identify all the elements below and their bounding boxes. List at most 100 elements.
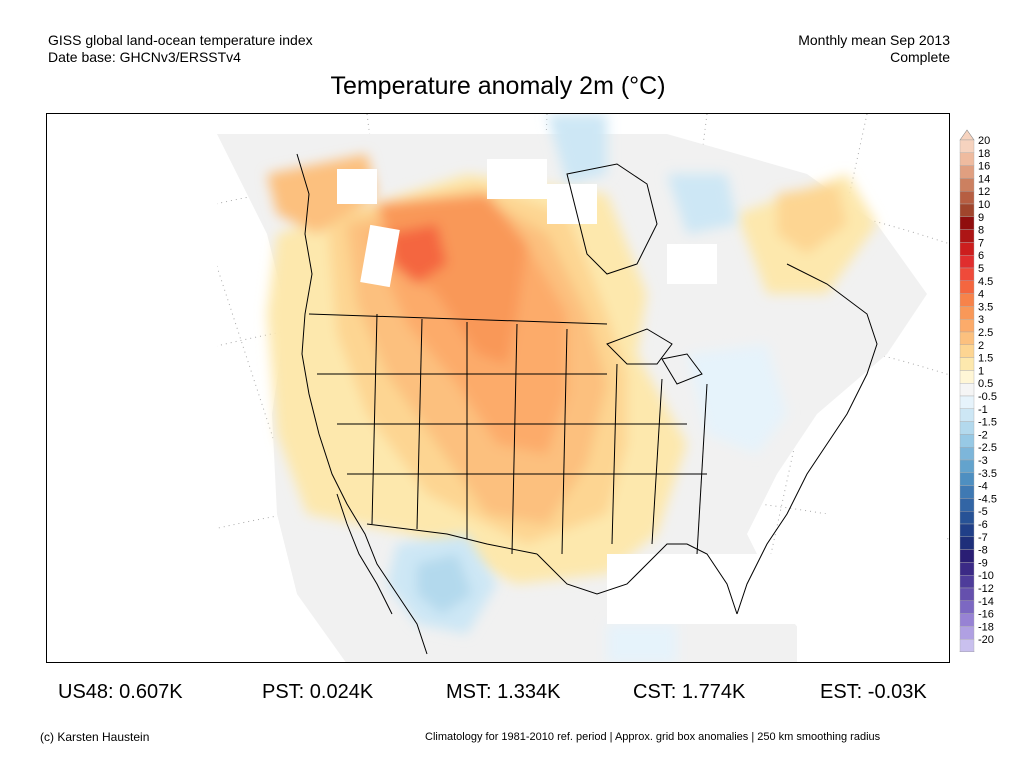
colorbar-label: 8 [978,225,984,237]
methodology-note: Climatology for 1981-2010 ref. period | … [425,731,881,743]
colorbar-label: -7 [978,532,988,544]
colorbar-swatch [959,203,975,218]
colorbar-label: 2 [978,340,984,352]
colorbar-label: -1 [978,404,988,416]
coastlines-and-borders [296,153,878,655]
colorbar-label: 1 [978,365,984,377]
colorbar-label: 20 [978,135,990,147]
colorbar-swatch [959,447,975,461]
stat-us48: US48: 0.607K [58,681,183,703]
colorbar-label: -12 [978,583,994,595]
colorbar-swatch [959,370,975,384]
colorbar-label: 9 [978,212,984,224]
colorbar-swatch [959,421,975,435]
colorbar-swatch [959,549,975,563]
status-label: Complete [890,49,950,65]
colorbar-swatch [959,511,975,525]
colorbar-max-arrow [959,129,975,141]
colorbar-label: 7 [978,237,984,249]
colorbar-swatch [959,626,975,640]
colorbar-swatch [959,152,975,166]
colorbar-label: 3 [978,314,984,326]
cool-anomaly-field [387,114,787,662]
colorbar-swatches [959,129,975,652]
stat-cst: CST: 1.774K [633,681,746,703]
colorbar-swatch [959,395,975,410]
colorbar-label: -3.5 [978,468,997,480]
colorbar-swatch [959,383,975,397]
colorbar-swatch [959,472,975,486]
colorbar-label: -14 [978,596,994,608]
colorbar-label: 4 [978,289,984,301]
colorbar-swatch [959,139,975,154]
map-title: Temperature anomaly 2m (°C) [330,72,666,100]
stat-est: EST: -0.03K [820,681,927,703]
stat-mst: MST: 1.334K [446,681,561,703]
colorbar-labels: 201816141210987654.543.532.521.510.5-0.5… [978,135,997,646]
colorbar-swatch [959,267,975,282]
colorbar-swatch [959,318,975,333]
colorbar-swatch [959,408,975,422]
colorbar-label: -9 [978,557,988,569]
colorbar-swatch [959,562,975,576]
dataset-title: GISS global land-ocean temperature index [48,32,313,48]
colorbar-label: 18 [978,148,990,160]
colorbar-swatch [959,485,975,499]
colorbar-label: -20 [978,634,994,646]
colorbar-label: 10 [978,199,990,211]
stat-pst: PST: 0.024K [262,681,374,703]
colorbar-label: -8 [978,545,988,557]
colorbar-label: 14 [978,173,990,185]
database-label: Date base: GHCNv3/ERSSTv4 [48,49,241,65]
colorbar-swatch [959,165,975,179]
colorbar-label: -0.5 [978,391,997,403]
copyright-label: (c) Karsten Haustein [40,730,150,744]
colorbar-label: 12 [978,186,990,198]
colorbar-label: -5 [978,506,988,518]
regional-stats: US48: 0.607K PST: 0.024K MST: 1.334K CST… [0,681,1024,705]
header-left: GISS global land-ocean temperature index… [48,32,313,66]
colorbar-label: 6 [978,250,984,262]
colorbar-label: 1.5 [978,353,993,365]
colorbar-swatch [959,242,975,256]
colorbar-swatch [959,357,975,371]
colorbar-swatch [959,216,975,230]
colorbar-swatch [959,190,975,205]
colorbar-label: -18 [978,621,994,633]
colorbar-label: -2 [978,429,988,441]
colorbar-swatch [959,587,975,602]
colorbar-swatch [959,293,975,307]
colorbar-label: 2.5 [978,327,993,339]
colorbar-label: -2.5 [978,442,997,454]
colorbar-label: -16 [978,609,994,621]
missing-data-boxes [47,114,947,662]
colorbar-swatch [959,459,975,474]
colorbar-swatch [959,254,975,269]
colorbar-legend: 201816141210987654.543.532.521.510.5-0.5… [959,129,997,652]
colorbar-label: 3.5 [978,301,993,313]
colorbar-swatch [959,498,975,512]
colorbar-swatch [959,600,975,614]
colorbar-label: 0.5 [978,378,993,390]
colorbar-label: 4.5 [978,276,993,288]
colorbar-swatch [959,178,975,192]
colorbar-label: -4.5 [978,493,997,505]
colorbar-swatch [959,523,975,538]
colorbar-swatch [959,306,975,320]
colorbar-label: 5 [978,263,984,275]
colorbar-swatch [959,575,975,589]
colorbar-swatch [959,536,975,550]
colorbar-swatch [959,331,975,346]
header-right: Monthly mean Sep 2013 Complete [798,32,950,66]
colorbar-label: -6 [978,519,988,531]
period-label: Monthly mean Sep 2013 [798,32,950,48]
colorbar-swatch [959,434,975,448]
colorbar-label: -1.5 [978,417,997,429]
colorbar-swatch [959,639,975,652]
colorbar-swatch [959,229,975,243]
colorbar-swatch [959,613,975,627]
colorbar-label: -4 [978,481,988,493]
colorbar-label: 16 [978,161,990,173]
colorbar-swatch [959,344,975,358]
anomaly-map [47,114,949,662]
